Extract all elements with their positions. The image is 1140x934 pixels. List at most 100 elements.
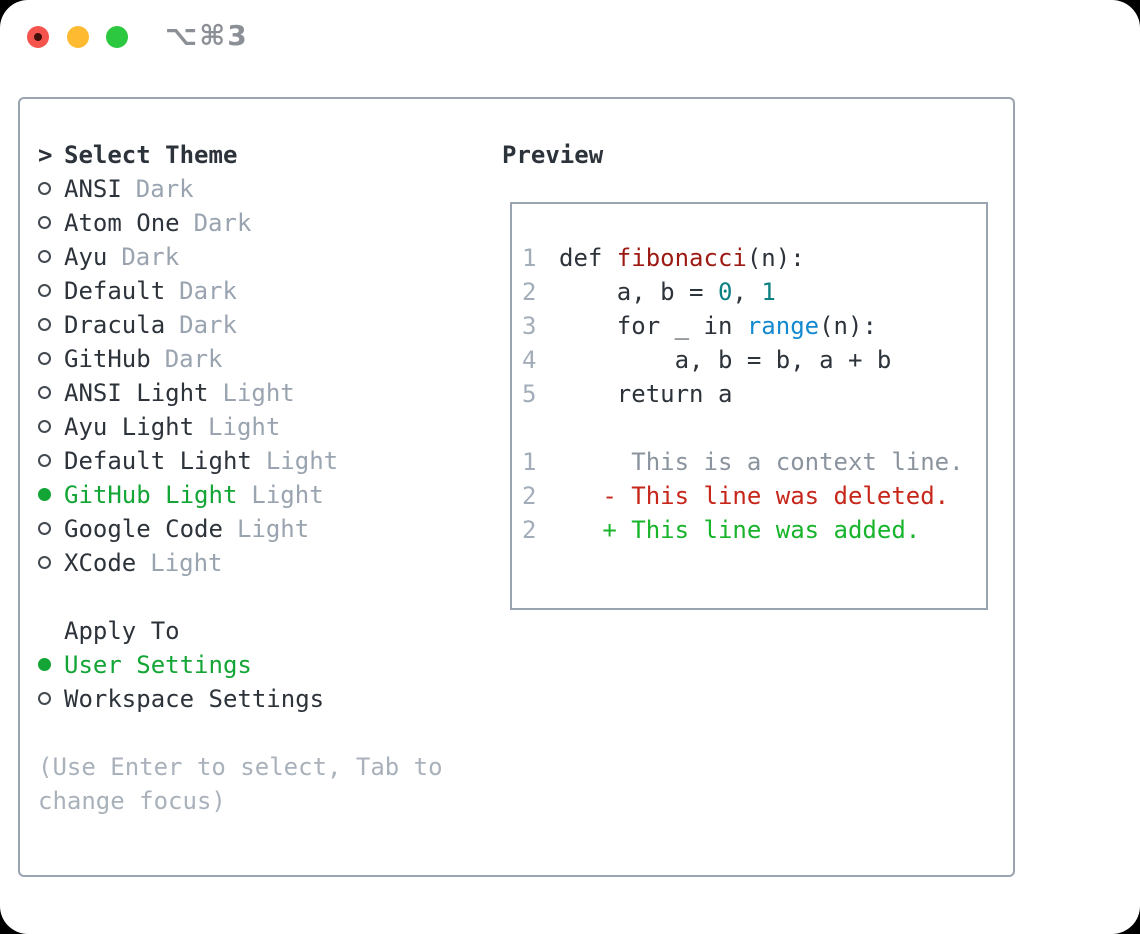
code-segment-added: + This line was added. xyxy=(559,516,921,544)
theme-option-label: GitHub xyxy=(64,345,151,373)
theme-variant-label: Dark xyxy=(193,209,252,237)
code-line: 2 a, b = 0, 1 xyxy=(522,275,986,309)
code-line: 2 - This line was deleted. xyxy=(522,479,986,513)
code-line: 4 a, b = b, a + b xyxy=(522,343,986,377)
code-segment-plain: return a xyxy=(559,380,733,408)
theme-variant-label: Dark xyxy=(164,345,223,373)
minimize-button[interactable] xyxy=(67,26,89,48)
line-number: 3 xyxy=(522,312,537,340)
radio-unselected-icon xyxy=(38,284,51,297)
apply-to-list: User Settings Workspace Settings xyxy=(38,648,443,716)
apply-option-workspace-settings[interactable]: Workspace Settings xyxy=(38,682,443,716)
theme-option-ansi[interactable]: ANSI Dark xyxy=(38,172,443,206)
theme-option-ayu[interactable]: Ayu Dark xyxy=(38,240,443,274)
theme-option-atom-one[interactable]: Atom One Dark xyxy=(38,206,443,240)
window-title: ⌥⌘3 xyxy=(165,19,249,52)
code-segment-plain: def xyxy=(559,244,617,272)
code-line: 3 for _ in range(n): xyxy=(522,309,986,343)
radio-unselected-icon xyxy=(38,522,51,535)
radio-selected-icon xyxy=(38,658,51,671)
theme-picker-panel: > Select Theme ANSI Dark Atom One Dark Ayu Dar… xyxy=(18,97,1015,877)
theme-variant-label: Light xyxy=(208,413,281,441)
apply-option-label: User Settings xyxy=(64,651,252,679)
code-segment-plain: a, b = b, a + b xyxy=(559,346,892,374)
code-segment-plain: for _ in xyxy=(559,312,747,340)
radio-unselected-icon xyxy=(38,420,51,433)
code-segment-builtin: range xyxy=(746,312,820,340)
theme-option-default[interactable]: Default Dark xyxy=(38,274,443,308)
theme-option-ansi-light[interactable]: ANSI Light Light xyxy=(38,376,443,410)
theme-variant-label: Dark xyxy=(121,243,180,271)
code-segment-number: 0 xyxy=(717,278,733,306)
code-segment-plain: (n): xyxy=(819,312,877,340)
zoom-button[interactable] xyxy=(106,26,128,48)
cursor-caret-icon: > xyxy=(38,141,53,169)
theme-variant-label: Light xyxy=(222,379,295,407)
line-number: 1 xyxy=(522,448,537,476)
line-number: 5 xyxy=(522,380,537,408)
theme-list: ANSI Dark Atom One Dark Ayu Dark Default Dark Dr… xyxy=(38,172,443,580)
code-segment-plain: (n): xyxy=(746,244,805,272)
theme-variant-label: Light xyxy=(150,549,223,577)
select-theme-title: Select Theme xyxy=(64,141,238,169)
titlebar: ⌥⌘3 xyxy=(0,0,1140,74)
close-dot-icon xyxy=(34,33,42,41)
apply-option-user-settings[interactable]: User Settings xyxy=(38,648,443,682)
radio-unselected-icon xyxy=(38,386,51,399)
theme-option-default-light[interactable]: Default Light Light xyxy=(38,444,443,478)
radio-unselected-icon xyxy=(38,352,51,365)
preview-title: Preview xyxy=(502,141,604,169)
hint-line-2: change focus) xyxy=(38,787,226,815)
theme-option-label: Google Code xyxy=(64,515,223,543)
theme-option-xcode[interactable]: XCode Light xyxy=(38,546,443,580)
theme-option-github[interactable]: GitHub Dark xyxy=(38,342,443,376)
theme-option-google-code[interactable]: Google Code Light xyxy=(38,512,443,546)
line-number: 2 xyxy=(522,516,537,544)
radio-unselected-icon xyxy=(38,692,51,705)
code-segment-plain: a, b = xyxy=(559,278,718,306)
line-number: 2 xyxy=(522,482,537,510)
theme-variant-label: Light xyxy=(251,481,324,509)
code-blank-line xyxy=(522,411,986,445)
theme-option-label: Dracula xyxy=(64,311,166,339)
radio-unselected-icon xyxy=(38,556,51,569)
theme-variant-label: Dark xyxy=(179,277,237,305)
code-line: 5 return a xyxy=(522,377,986,411)
theme-option-label: GitHub Light xyxy=(64,481,238,509)
code-segment-function: fibonacci xyxy=(616,244,747,272)
code-line: 1 def fibonacci(n): xyxy=(522,241,986,275)
theme-option-github-light[interactable]: GitHub Light Light xyxy=(38,478,443,512)
theme-sidebar: > Select Theme ANSI Dark Atom One Dark Ayu Dar… xyxy=(38,138,443,818)
theme-variant-label: Dark xyxy=(179,311,237,339)
line-number: 1 xyxy=(522,244,537,272)
theme-option-label: Atom One xyxy=(64,209,180,237)
radio-unselected-icon xyxy=(38,318,51,331)
theme-option-label: XCode xyxy=(64,549,137,577)
theme-option-ayu-light[interactable]: Ayu Light Light xyxy=(38,410,443,444)
code-segment-plain: , xyxy=(732,278,762,306)
theme-option-dracula[interactable]: Dracula Dark xyxy=(38,308,443,342)
close-button[interactable] xyxy=(27,26,49,48)
apply-to-title: Apply To xyxy=(64,617,180,645)
theme-option-label: Ayu Light xyxy=(64,413,195,441)
radio-unselected-icon xyxy=(38,454,51,467)
theme-variant-label: Light xyxy=(265,447,339,475)
theme-option-label: ANSI xyxy=(64,175,122,203)
radio-unselected-icon xyxy=(38,250,51,263)
theme-option-label: ANSI Light xyxy=(64,379,209,407)
code-segment-deleted: - This line was deleted. xyxy=(559,482,950,510)
keyboard-hint: (Use Enter to select, Tab to change focu… xyxy=(38,750,443,818)
line-number: 4 xyxy=(522,346,537,374)
radio-unselected-icon xyxy=(38,216,51,229)
theme-variant-label: Dark xyxy=(135,175,194,203)
theme-option-label: Default Light xyxy=(64,447,252,475)
code-segment-context: This is a context line. xyxy=(559,448,964,476)
code-line: 2 + This line was added. xyxy=(522,513,986,547)
theme-option-label: Default xyxy=(64,277,166,305)
radio-unselected-icon xyxy=(38,182,51,195)
radio-selected-icon xyxy=(38,488,51,501)
theme-option-label: Ayu xyxy=(64,243,108,271)
theme-variant-label: Light xyxy=(236,515,310,543)
